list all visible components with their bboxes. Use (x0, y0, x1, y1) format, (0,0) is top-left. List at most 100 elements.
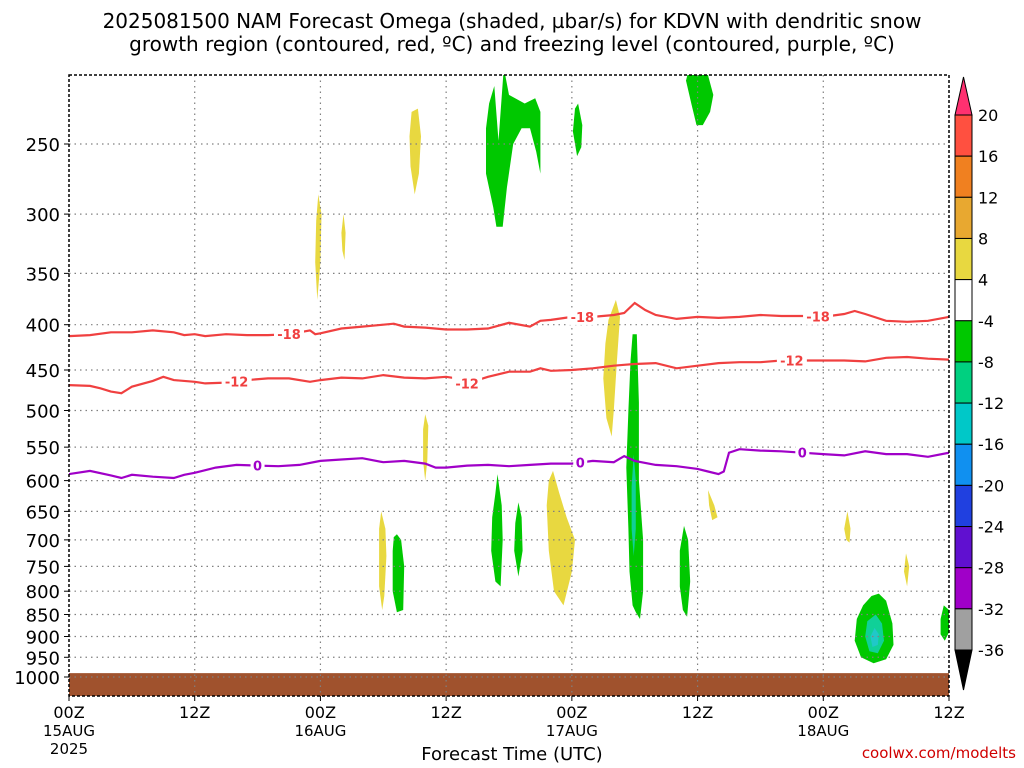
omega-region-4 (379, 511, 387, 610)
y-tick-label-600: 600 (26, 472, 60, 493)
colorbar-label-9: -20 (978, 476, 1004, 495)
contour-1-label-bg-1 (452, 375, 483, 392)
y-tick-label-800: 800 (26, 582, 60, 603)
omega-region-15 (491, 474, 503, 587)
x-tick-label-12: 12Z (179, 703, 210, 722)
colorbar-label-0: 20 (978, 106, 998, 125)
colorbar-segment-9 (954, 484, 973, 528)
x-tick-year-0: 2025 (50, 740, 88, 758)
colorbar-bottom-arrow (954, 649, 973, 691)
y-tick-label-450: 450 (26, 361, 60, 382)
omega-region-19 (940, 605, 949, 641)
colorbar-label-1: 16 (978, 147, 998, 166)
colorbar-segment-10 (954, 526, 973, 569)
x-tick-label-0: 00Z (53, 703, 84, 722)
omega-region-21 (631, 454, 636, 556)
omega-region-6 (603, 299, 620, 437)
contour-1-label-bg-2 (776, 352, 807, 369)
colorbar-label-3: 8 (978, 229, 988, 248)
contour-2-line (69, 448, 949, 480)
colorbar: 20 16 12 8 4 -4 -8 -12 -16 -20 -24 -28 -32 -36 (954, 76, 1004, 691)
y-axis-ticks: 2503003504004505005506006507007508008509… (14, 135, 69, 689)
y-tick-label-1000: 1000 (14, 668, 60, 689)
x-tick-label-36: 12Z (430, 703, 461, 722)
omega-region-17 (679, 525, 691, 617)
y-tick-label-300: 300 (26, 205, 60, 226)
omega-region-11 (572, 103, 583, 157)
y-tick-label-500: 500 (26, 402, 60, 423)
y-tick-label-250: 250 (26, 135, 60, 156)
colorbar-label-13: -36 (978, 641, 1004, 660)
omega-region-2 (341, 214, 346, 260)
y-tick-label-750: 750 (26, 557, 60, 578)
contour-2-label-2: 0 (798, 447, 807, 462)
colorbar-segment-1 (954, 155, 973, 198)
colorbar-label-5: -4 (978, 312, 994, 331)
contour-lines: -18 -18 -18 -12 -12 -12 0 0 0 (69, 301, 949, 480)
y-tick-label-850: 850 (26, 606, 60, 627)
contour-1-label-0: -12 (225, 375, 249, 390)
contour-1-label-bg-0 (221, 373, 252, 390)
omega-region-16 (514, 502, 523, 577)
plot-area: -18 -18 -18 -12 -12 -12 0 0 0 (69, 75, 949, 696)
colorbar-segment-8 (954, 443, 973, 486)
colorbar-segment-3 (954, 237, 973, 281)
colorbar-segment-11 (954, 567, 973, 610)
contour-2-label-bg-1 (573, 454, 588, 471)
contour-2-label-0: 0 (253, 460, 262, 475)
x-tick-label-48: 00Z (556, 703, 587, 722)
contour-2-label-bg-2 (795, 444, 810, 461)
contour-0-line (69, 301, 949, 338)
contour-0-label-bg-2 (803, 308, 834, 325)
colorbar-label-8: -16 (978, 435, 1004, 454)
contour-1-label-1: -12 (455, 377, 479, 392)
contour-0-label-0: -18 (277, 328, 301, 343)
chart-title-line2: growth region (contoured, red, ºC) and f… (129, 32, 895, 56)
omega-region-5 (546, 470, 575, 606)
colorbar-label-2: 12 (978, 188, 998, 207)
colorbar-label-12: -32 (978, 600, 1004, 619)
omega-region-12 (686, 75, 714, 126)
colorbar-segment-2 (954, 196, 973, 239)
contour-0-label-1: -18 (571, 311, 595, 326)
x-tick-date-24: 16AUG (294, 722, 346, 740)
omega-region-0 (409, 108, 421, 195)
y-tick-label-400: 400 (26, 316, 60, 337)
colorbar-segment-5 (954, 320, 973, 363)
y-tick-label-900: 900 (26, 627, 60, 648)
contour-1-line (69, 355, 949, 395)
grid-lines (69, 75, 949, 696)
colorbar-segment-12 (954, 608, 973, 651)
colorbar-segment-6 (954, 361, 973, 404)
contour-2-label-bg-0 (250, 457, 265, 474)
x-tick-label-24: 00Z (305, 703, 336, 722)
contour-1-label-2: -12 (780, 354, 804, 369)
omega-region-7 (708, 490, 718, 521)
x-tick-date-0: 15AUG (43, 722, 95, 740)
colorbar-segment-0 (954, 114, 973, 157)
omega-region-8 (844, 511, 851, 543)
contour-0-label-bg-0 (274, 326, 304, 343)
colorbar-label-4: 4 (978, 271, 988, 290)
omega-shading (315, 75, 949, 664)
y-tick-label-700: 700 (26, 531, 60, 552)
omega-region-22 (870, 627, 879, 647)
site-credit: coolwx.com/modelts (861, 744, 1016, 762)
x-tick-label-60: 12Z (682, 703, 713, 722)
contour-0-label-2: -18 (806, 311, 830, 326)
x-tick-label-84: 12Z (933, 703, 964, 722)
colorbar-segment-7 (954, 402, 973, 445)
omega-region-10 (486, 75, 541, 227)
y-tick-label-550: 550 (26, 438, 60, 459)
colorbar-segment-4 (954, 279, 973, 322)
colorbar-top-arrow (954, 76, 973, 116)
contour-0-label-bg-1 (567, 308, 598, 325)
colorbar-label-10: -24 (978, 518, 1004, 537)
colorbar-label-7: -12 (978, 394, 1004, 413)
chart-title-line1: 2025081500 NAM Forecast Omega (shaded, µ… (102, 9, 922, 33)
y-tick-label-650: 650 (26, 502, 60, 523)
y-tick-label-950: 950 (26, 648, 60, 669)
